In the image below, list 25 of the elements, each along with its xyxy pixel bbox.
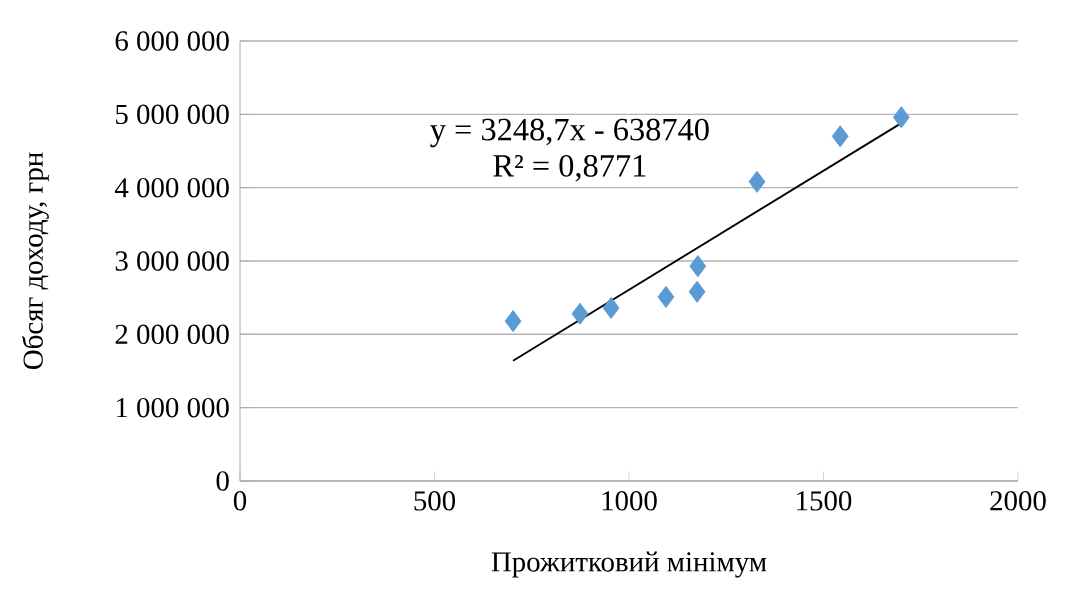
- y-axis-title: Обсяг доходу, грн: [21, 152, 49, 370]
- annotation: y = 3248,7x - 638740: [430, 118, 709, 148]
- x-axis-title: Прожитковий мінімум: [491, 551, 767, 578]
- x-tick-label: 500: [414, 491, 456, 511]
- point: [748, 170, 766, 193]
- y-tick-label: 1 000 000: [116, 397, 229, 418]
- y-tick-label: 4 000 000: [114, 177, 229, 198]
- y-tick-label: 2 000 000: [115, 324, 229, 345]
- point: [689, 255, 707, 278]
- x-tick-label: 1500: [797, 491, 852, 511]
- x-tick-label: 0: [233, 491, 247, 511]
- point: [657, 285, 675, 308]
- y-tick-label: 6 000 000: [115, 31, 229, 51]
- annotation: R² = 0,8771: [493, 154, 646, 182]
- x-tick-label: 2000: [990, 491, 1046, 511]
- point: [504, 310, 522, 333]
- y-tick-label: 3 000 000: [115, 251, 229, 271]
- point: [688, 280, 706, 303]
- point: [831, 125, 849, 148]
- y-tick-label: 5 000 000: [116, 104, 229, 125]
- point: [571, 302, 589, 325]
- y-tick-label: 0: [216, 471, 229, 491]
- point: [602, 296, 620, 319]
- point: [892, 106, 910, 129]
- x-tick-label: 1000: [602, 491, 657, 511]
